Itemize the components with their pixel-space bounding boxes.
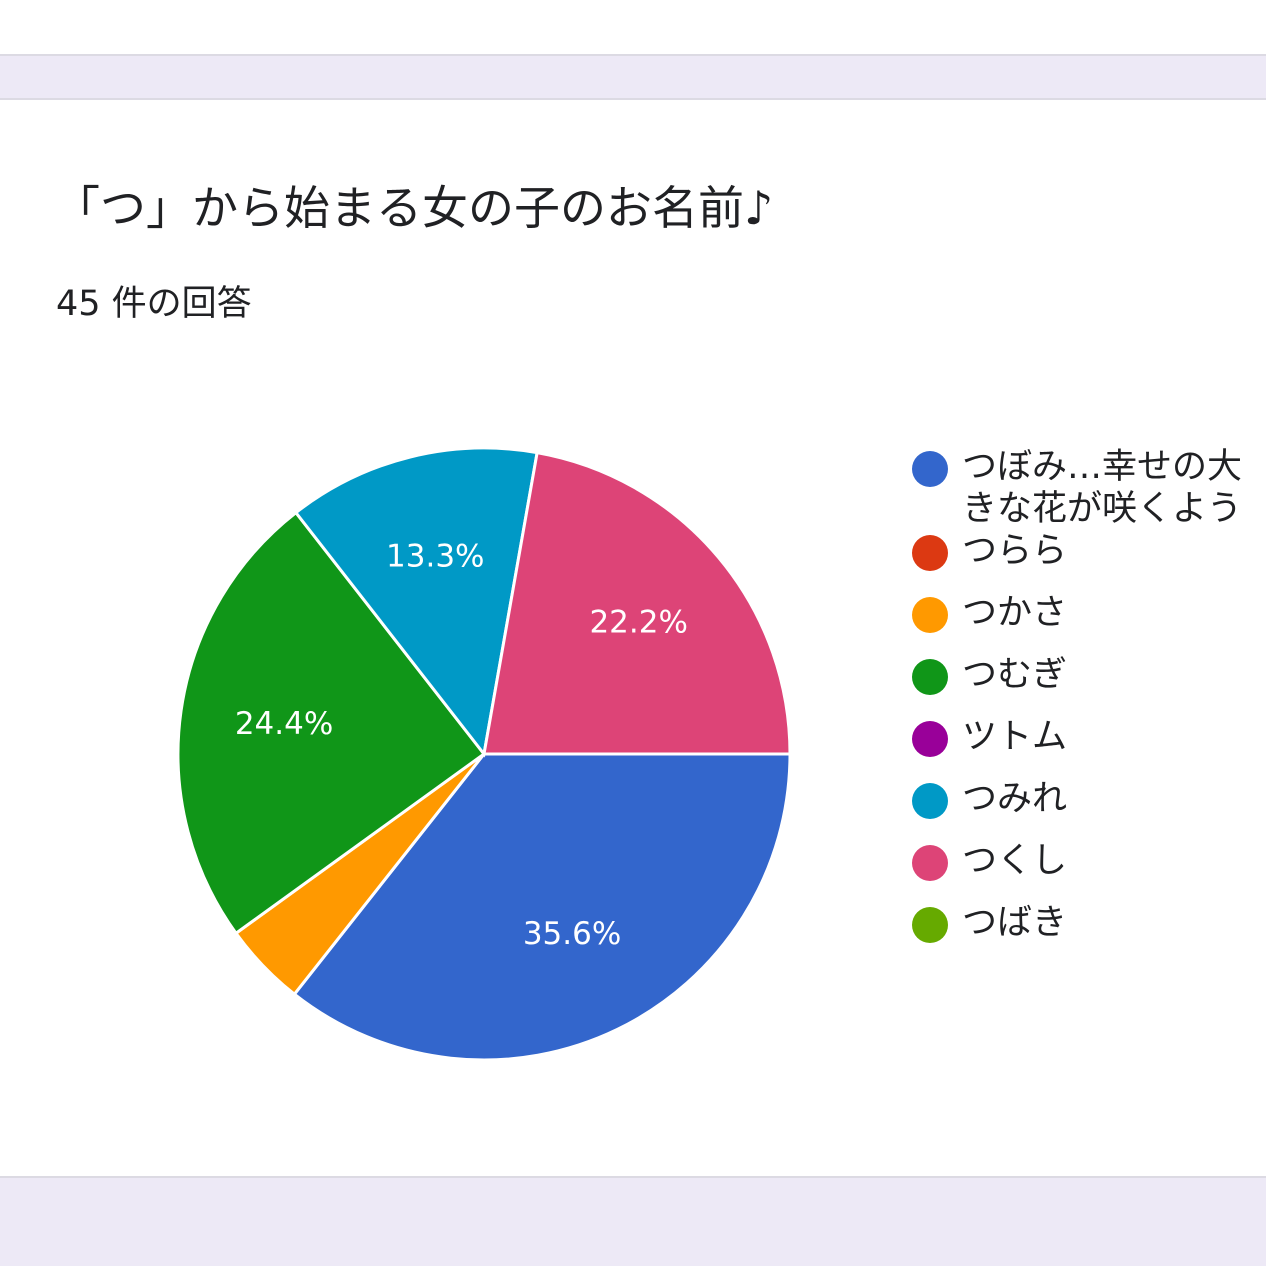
slice-data-label: 24.4%	[235, 706, 333, 742]
legend-label: ツトム	[962, 717, 1068, 757]
legend-swatch	[912, 659, 948, 695]
pie-slice[interactable]	[293, 446, 539, 758]
legend-label: つぼみ…幸せの大きな花が咲くように	[962, 447, 1243, 529]
legend-label: つらら	[962, 531, 1068, 571]
slice-data-label: 22.2%	[589, 605, 687, 641]
legend-swatch	[912, 535, 948, 571]
legend-label: つむぎ	[962, 655, 1068, 695]
chart-title: 「つ」から始まる女の子のお名前♪	[54, 181, 774, 235]
legend-item[interactable]: つかさ	[908, 592, 1266, 654]
legend-swatch	[912, 721, 948, 757]
legend-item[interactable]: つむぎ	[908, 654, 1266, 716]
legend-item[interactable]: つぼみ…幸せの大きな花が咲くように	[908, 446, 1266, 530]
legend-swatch	[912, 907, 948, 943]
legend-item[interactable]: つらら	[908, 530, 1266, 592]
legend-label: つみれ	[962, 779, 1068, 819]
legend-swatch	[912, 845, 948, 881]
legend: つぼみ…幸せの大きな花が咲くようにつららつかさつむぎツトムつみれつくしつばき	[908, 446, 1266, 964]
slice-data-label: 13.3%	[386, 539, 484, 575]
legend-label: つばき	[962, 903, 1068, 943]
pie-slice[interactable]	[176, 510, 487, 936]
legend-swatch	[912, 783, 948, 819]
top-strip	[0, 0, 1266, 56]
pie-slice[interactable]	[292, 752, 792, 1062]
legend-item[interactable]: つくし	[908, 840, 1266, 902]
slice-data-label: 35.6%	[523, 916, 621, 952]
legend-label: つくし	[962, 841, 1068, 881]
legend-label: つかさ	[962, 593, 1068, 633]
legend-item[interactable]: つばき	[908, 902, 1266, 964]
response-count: 45 件の回答	[56, 284, 252, 324]
legend-swatch	[912, 597, 948, 633]
legend-swatch	[912, 451, 948, 487]
legend-item[interactable]: ツトム	[908, 716, 1266, 778]
pie-slice[interactable]	[482, 450, 792, 756]
legend-item[interactable]: つみれ	[908, 778, 1266, 840]
